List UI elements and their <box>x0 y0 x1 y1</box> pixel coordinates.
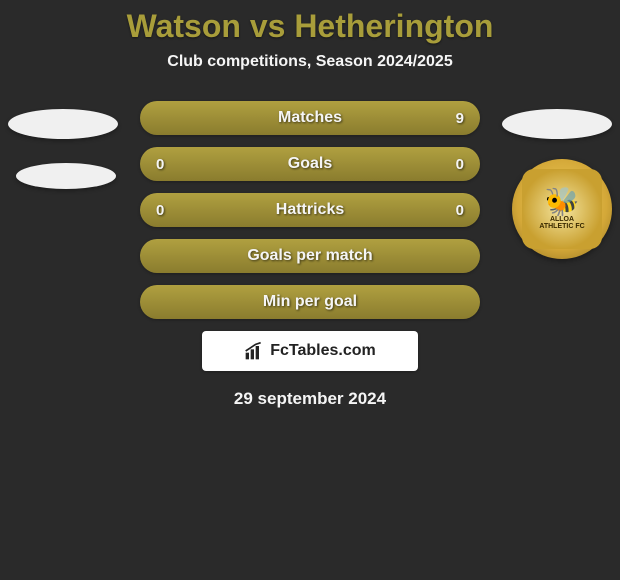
stat-label: Hattricks <box>276 201 344 219</box>
stat-label: Min per goal <box>263 293 357 311</box>
brand-box[interactable]: FcTables.com <box>202 331 418 371</box>
stat-left-value: 0 <box>156 202 176 219</box>
stat-row-goals: 0 Goals 0 <box>140 147 480 181</box>
club-badge: 🐝 ALLOA ATHLETIC FC <box>512 159 612 259</box>
stat-label: Goals <box>288 155 332 173</box>
club-badge-inner: 🐝 ALLOA ATHLETIC FC <box>522 169 602 249</box>
stats-section: 🐝 ALLOA ATHLETIC FC Matches 9 0 Goals 0 … <box>0 101 620 409</box>
player-left-name: Watson <box>127 8 241 44</box>
brand-name: FcTables.com <box>270 342 376 360</box>
stat-label: Matches <box>278 109 342 127</box>
vs-text: vs <box>250 8 286 44</box>
bar-chart-icon <box>244 341 264 361</box>
bee-icon: 🐝 <box>545 188 580 216</box>
stat-right-value: 0 <box>444 202 464 219</box>
stat-right-value: 0 <box>444 156 464 173</box>
club-name-top: ALLOA <box>550 216 574 223</box>
stat-left-value: 0 <box>156 156 176 173</box>
subtitle: Club competitions, Season 2024/2025 <box>0 53 620 71</box>
player-right-badge-placeholder <box>502 109 612 139</box>
stat-right-value: 9 <box>444 110 464 127</box>
stat-row-min-per-goal: Min per goal <box>140 285 480 319</box>
player-right-name: Hetherington <box>294 8 493 44</box>
club-name-bottom: ATHLETIC FC <box>539 223 584 230</box>
stat-row-matches: Matches 9 <box>140 101 480 135</box>
player-left-badge-placeholder-1 <box>8 109 118 139</box>
player-left-badge-placeholder-2 <box>16 163 116 189</box>
stat-label: Goals per match <box>247 247 372 265</box>
stat-row-hattricks: 0 Hattricks 0 <box>140 193 480 227</box>
stat-row-goals-per-match: Goals per match <box>140 239 480 273</box>
page-title: Watson vs Hetherington <box>0 8 620 45</box>
comparison-card: Watson vs Hetherington Club competitions… <box>0 0 620 409</box>
date: 29 september 2024 <box>0 389 620 409</box>
